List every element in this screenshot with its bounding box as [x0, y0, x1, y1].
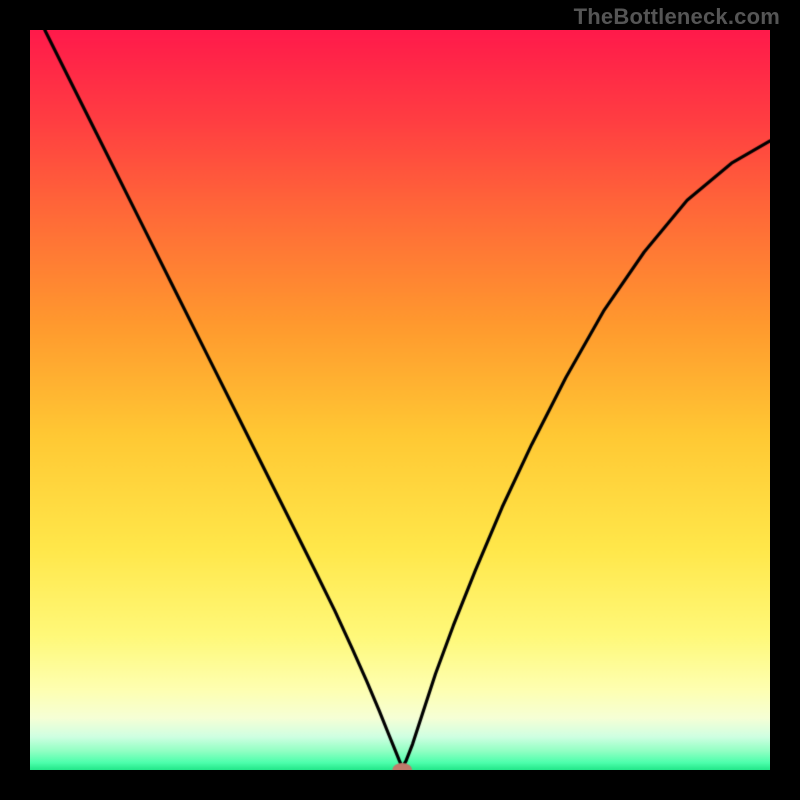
watermark-text: TheBottleneck.com	[574, 4, 780, 30]
outer-frame: TheBottleneck.com	[0, 0, 800, 800]
bottleneck-chart-canvas	[30, 30, 770, 770]
